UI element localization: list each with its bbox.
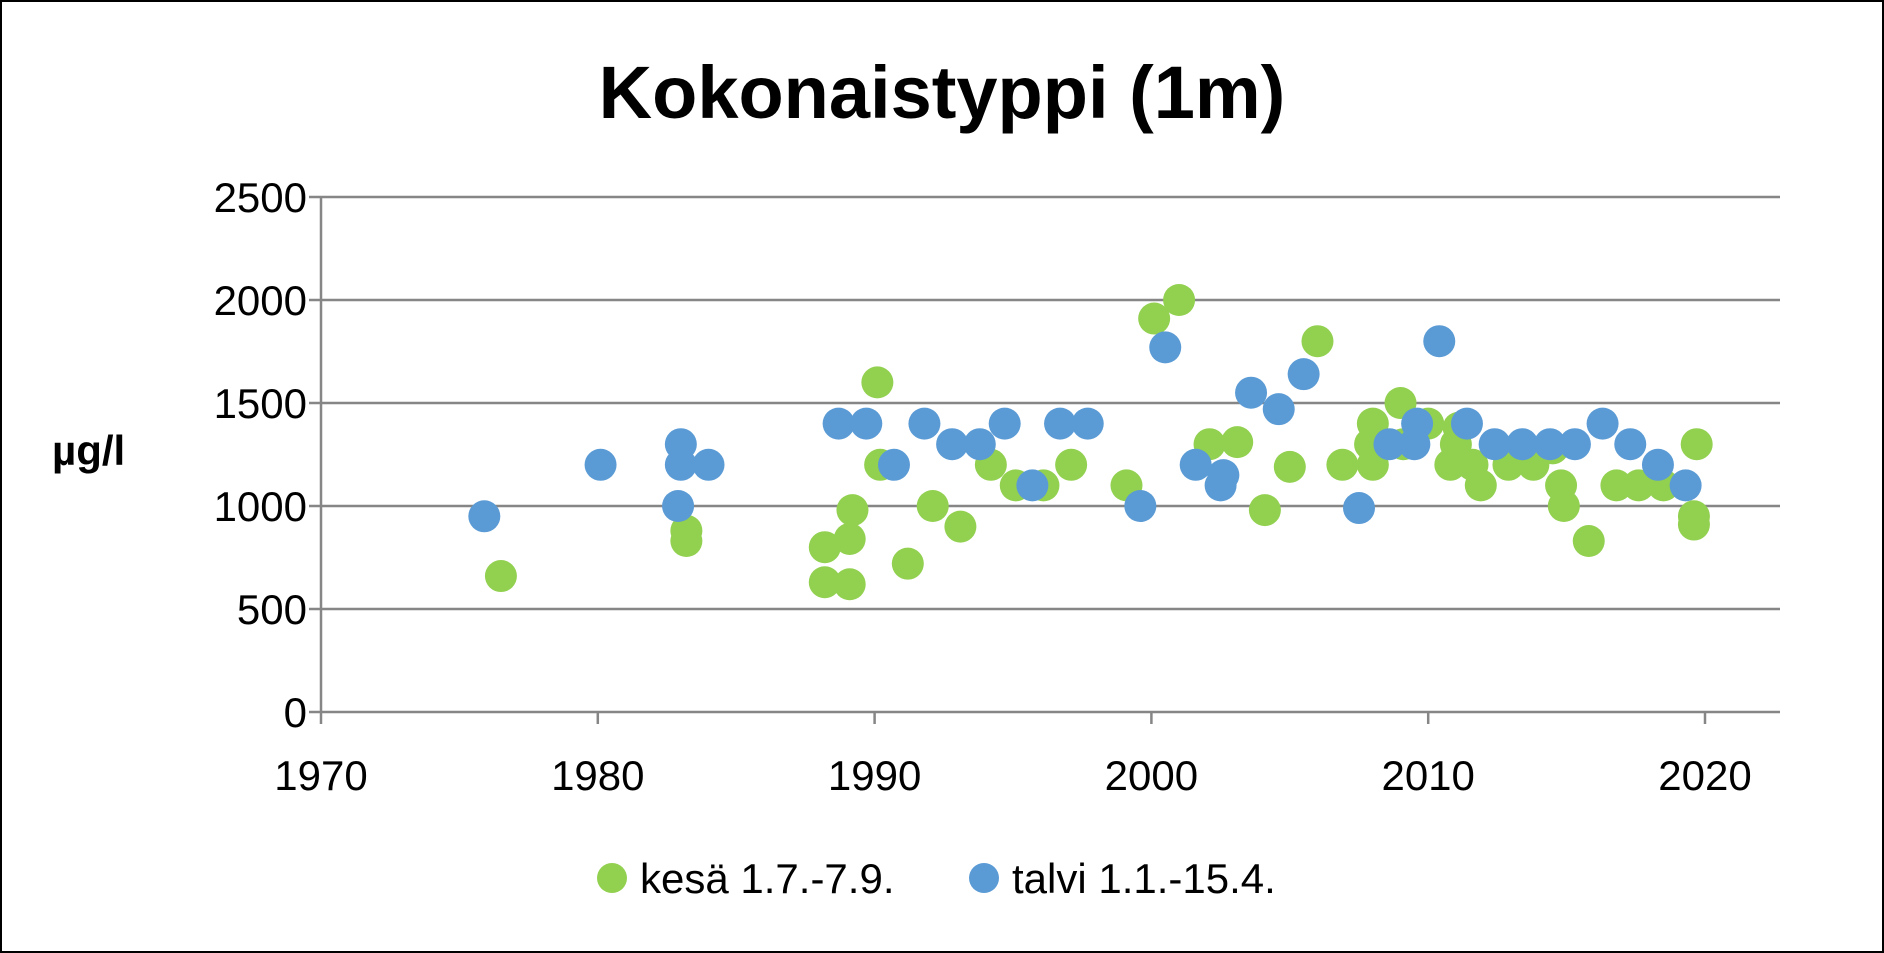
x-tick-label: 2020	[1658, 752, 1751, 799]
x-tick-label: 2010	[1381, 752, 1474, 799]
data-point	[850, 407, 883, 440]
y-tick-label: 2000	[214, 277, 307, 324]
data-point	[1248, 494, 1281, 527]
data-point	[662, 490, 695, 522]
data-point	[1343, 492, 1375, 525]
data-point	[808, 531, 841, 564]
data-point	[1262, 393, 1295, 426]
data-point	[1641, 448, 1674, 481]
data-point	[861, 366, 894, 399]
data-point	[808, 566, 841, 599]
data-point	[1207, 459, 1240, 492]
x-tick-label: 2000	[1105, 752, 1198, 799]
data-point	[1287, 358, 1320, 391]
x-tick-labels: 1970 1980 1990 2000 2010 2020	[274, 752, 1751, 799]
y-tick-label: 1000	[214, 483, 307, 530]
data-point	[988, 407, 1021, 440]
data-point	[1273, 450, 1306, 483]
data-point	[833, 568, 866, 601]
data-point	[1558, 428, 1591, 461]
data-point	[584, 448, 617, 481]
axes	[309, 197, 1780, 724]
data-point	[1401, 407, 1434, 440]
x-tick-label: 1990	[828, 752, 921, 799]
data-point	[664, 448, 697, 481]
data-points	[468, 284, 1713, 601]
data-point	[877, 448, 910, 481]
data-point	[1071, 407, 1104, 440]
data-point	[1572, 525, 1605, 558]
data-point	[1450, 407, 1483, 440]
data-point	[1622, 469, 1655, 502]
data-point	[1614, 428, 1647, 461]
data-point	[1221, 426, 1254, 459]
data-point	[1478, 428, 1511, 461]
data-point	[692, 448, 725, 481]
legend: kesä 1.7.-7.9. talvi 1.1.-15.4.	[597, 855, 1276, 902]
data-point	[1677, 508, 1710, 541]
data-point	[1124, 490, 1157, 522]
data-point	[1179, 448, 1212, 481]
data-point	[891, 547, 924, 580]
data-point	[1680, 428, 1713, 461]
data-point	[1149, 331, 1182, 364]
data-point	[916, 490, 949, 522]
y-tick-label: 0	[284, 689, 307, 736]
data-point	[1235, 376, 1268, 409]
y-axis-label: µg/l	[52, 427, 125, 474]
y-tick-label: 1500	[214, 380, 307, 427]
data-point	[1326, 448, 1359, 481]
data-point	[936, 428, 969, 461]
data-point	[1373, 428, 1406, 461]
data-point	[1055, 448, 1088, 481]
data-point	[908, 407, 941, 440]
data-point	[670, 525, 703, 558]
legend-label: talvi 1.1.-15.4.	[1012, 855, 1276, 902]
data-point	[836, 494, 869, 527]
data-point	[468, 500, 501, 533]
data-point	[484, 560, 517, 593]
gridlines	[309, 195, 1780, 611]
data-point	[1301, 325, 1334, 358]
y-tick-labels: 0 500 1000 1500 2000 2500	[214, 174, 307, 736]
data-point	[822, 407, 855, 440]
legend-label: kesä 1.7.-7.9.	[640, 855, 894, 902]
data-point	[963, 428, 996, 461]
data-point	[1600, 469, 1633, 502]
data-point	[1423, 325, 1456, 358]
data-point	[1506, 428, 1539, 461]
chart-title: Kokonaistyppi (1m)	[599, 51, 1286, 134]
data-point	[1464, 469, 1497, 502]
y-tick-label: 500	[237, 586, 307, 633]
data-point	[1586, 407, 1619, 440]
data-point	[1669, 469, 1702, 502]
x-tick-label: 1980	[551, 752, 644, 799]
data-point	[1016, 469, 1049, 502]
data-point	[944, 510, 977, 543]
data-point	[1163, 284, 1196, 316]
y-tick-label: 2500	[214, 174, 307, 221]
x-tick-label: 1970	[274, 752, 367, 799]
data-point	[1138, 302, 1171, 335]
legend-marker	[597, 863, 627, 893]
data-point	[1547, 490, 1580, 522]
data-point	[1044, 407, 1077, 440]
series-talvi	[468, 325, 1702, 533]
data-point	[833, 522, 866, 555]
data-point	[1533, 428, 1566, 461]
legend-marker	[969, 863, 999, 893]
